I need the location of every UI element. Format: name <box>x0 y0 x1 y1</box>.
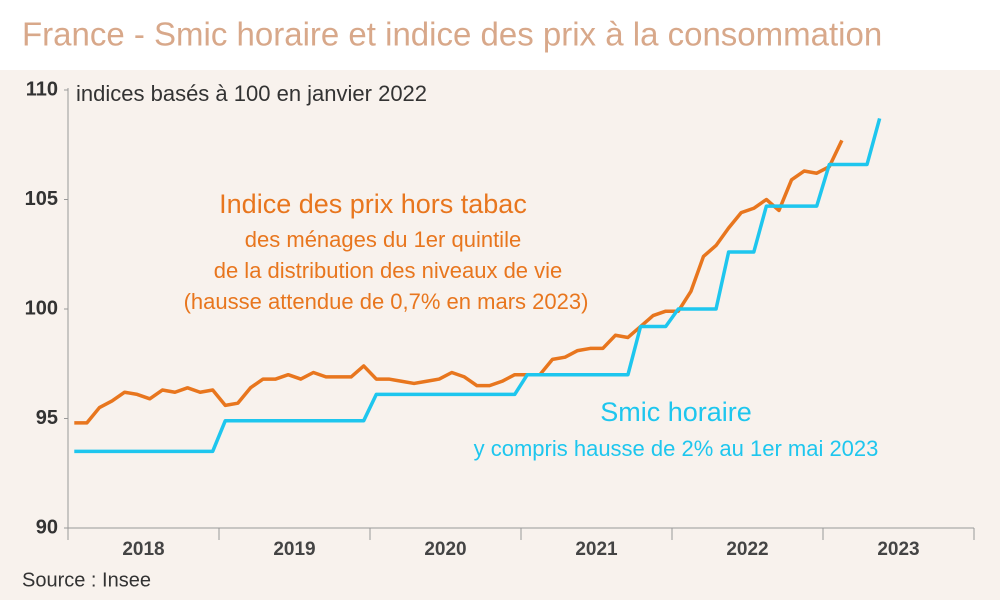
x-tick-label: 2022 <box>726 539 768 560</box>
x-tick-label: 2020 <box>424 539 466 560</box>
y-note: indices basés à 100 en janvier 2022 <box>76 81 427 106</box>
y-tick-label: 105 <box>25 188 58 210</box>
y-tick-label: 110 <box>26 78 58 100</box>
y-tick-label: 100 <box>25 297 58 319</box>
x-tick-label: 2023 <box>877 539 919 560</box>
y-tick-label: 90 <box>36 516 58 538</box>
x-tick-label: 2019 <box>273 539 315 560</box>
x-tick-label: 2018 <box>122 539 164 560</box>
series-annotation: (hausse attendue de 0,7% en mars 2023) <box>184 289 589 314</box>
x-tick-label: 2021 <box>575 539 618 560</box>
series-label: Indice des prix hors tabac <box>219 189 527 219</box>
series-label: Smic horaire <box>600 397 752 427</box>
title-band <box>0 0 1000 70</box>
series-line <box>74 139 844 425</box>
series-line <box>74 118 882 454</box>
series-annotation: de la distribution des niveaux de vie <box>214 258 563 283</box>
chart-title: France - Smic horaire et indice des prix… <box>22 16 882 53</box>
series-annotation: des ménages du 1er quintile <box>245 227 521 252</box>
series-annotation: y compris hausse de 2% au 1er mai 2023 <box>474 436 879 461</box>
source: Source : Insee <box>22 569 151 591</box>
y-tick-label: 95 <box>36 407 58 429</box>
